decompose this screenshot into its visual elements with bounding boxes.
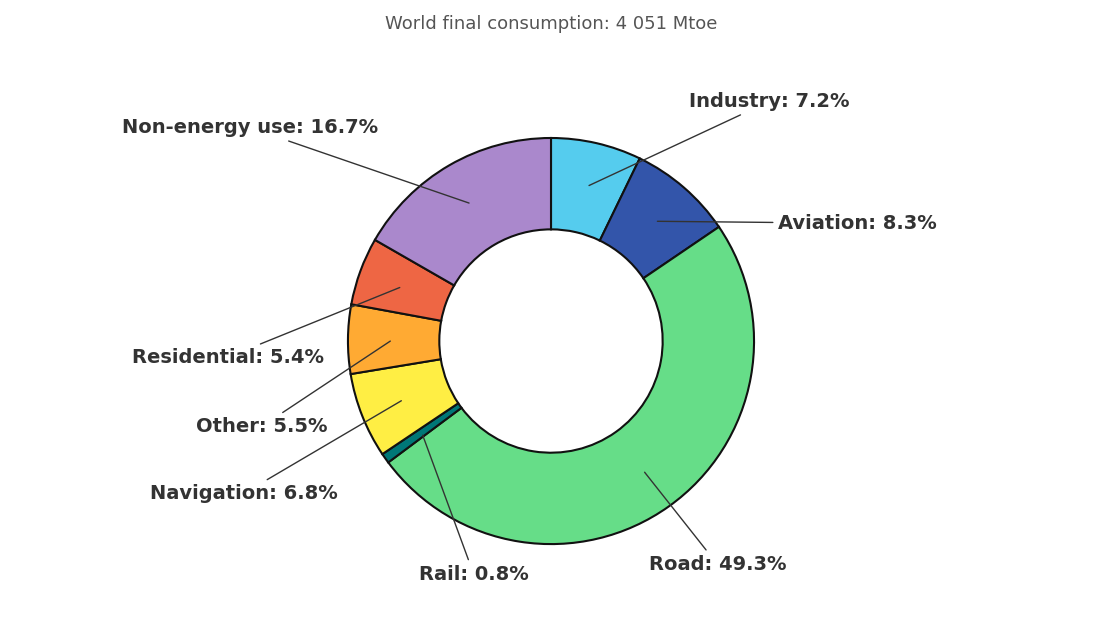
Wedge shape	[551, 138, 640, 241]
Wedge shape	[348, 304, 441, 374]
Wedge shape	[388, 227, 754, 544]
Text: Other: 5.5%: Other: 5.5%	[196, 341, 390, 436]
Text: Road: 49.3%: Road: 49.3%	[645, 472, 786, 574]
Text: Industry: 7.2%: Industry: 7.2%	[590, 92, 850, 185]
Text: Navigation: 6.8%: Navigation: 6.8%	[150, 401, 401, 503]
Wedge shape	[382, 403, 462, 463]
Wedge shape	[350, 359, 458, 454]
Wedge shape	[375, 138, 551, 285]
Wedge shape	[599, 159, 719, 278]
Text: Residential: 5.4%: Residential: 5.4%	[131, 288, 400, 367]
Text: Rail: 0.8%: Rail: 0.8%	[419, 435, 529, 584]
Title: World final consumption: 4 051 Mtoe: World final consumption: 4 051 Mtoe	[385, 15, 717, 33]
Text: Non-energy use: 16.7%: Non-energy use: 16.7%	[122, 118, 469, 203]
Text: Aviation: 8.3%: Aviation: 8.3%	[658, 214, 937, 232]
Wedge shape	[352, 240, 454, 321]
